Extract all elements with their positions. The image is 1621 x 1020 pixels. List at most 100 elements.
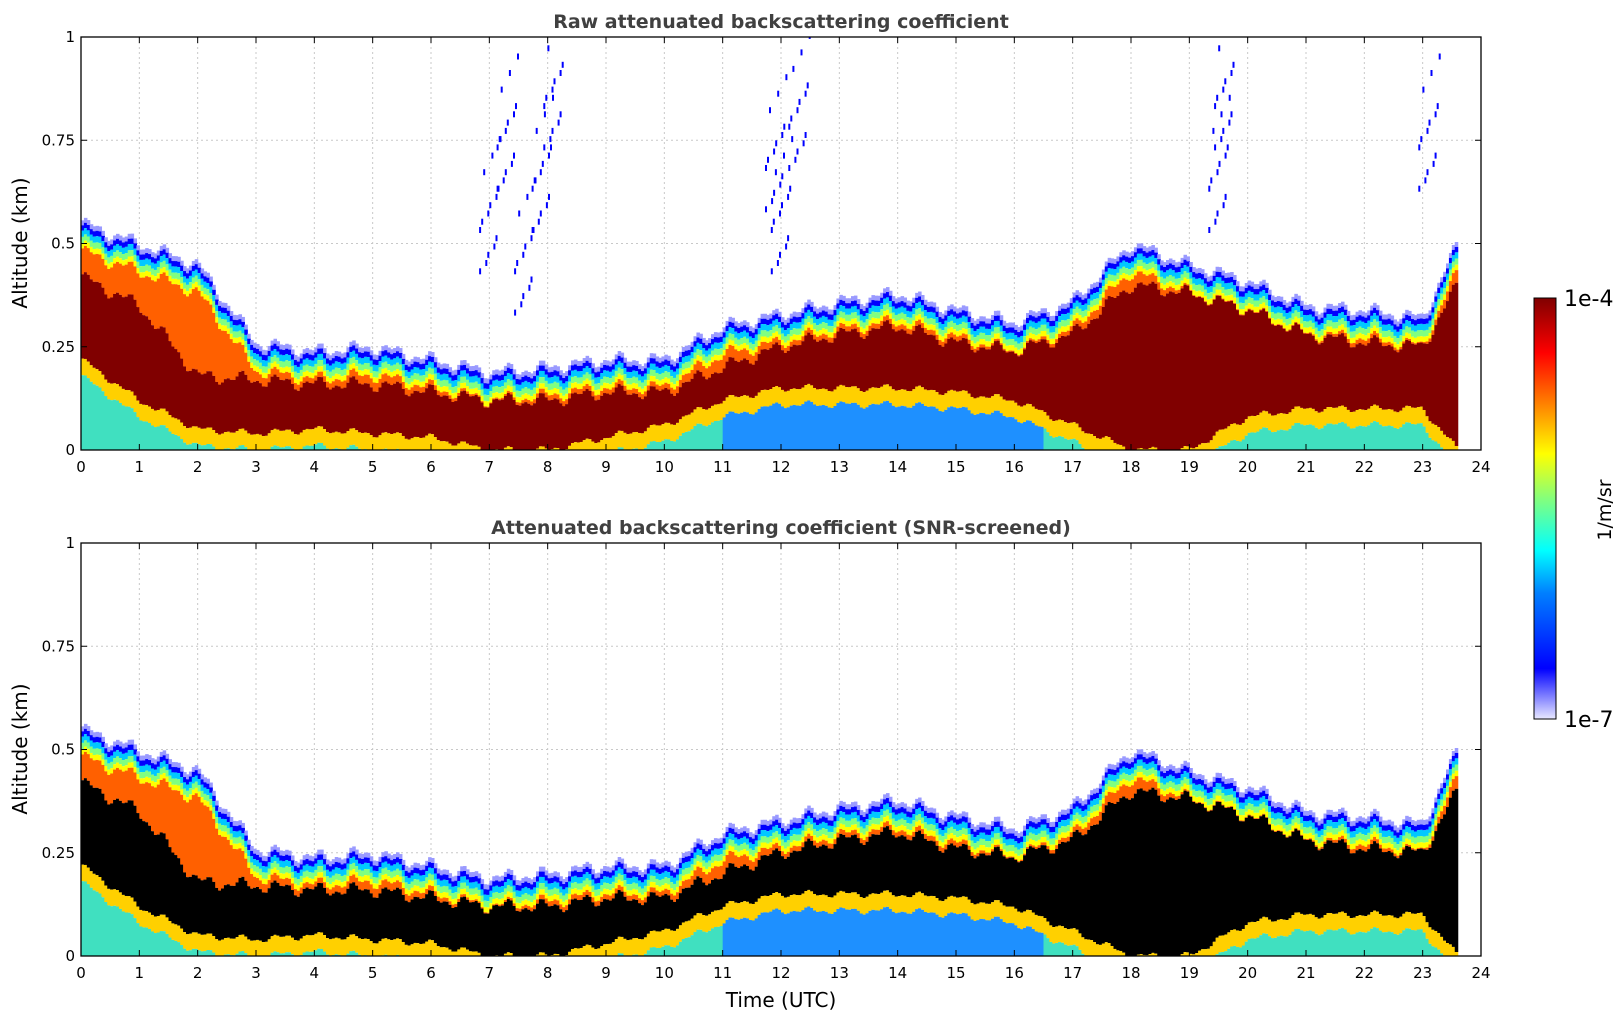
heatmap-cell xyxy=(524,402,528,450)
heatmap-cell xyxy=(264,941,269,956)
heatmap-cell xyxy=(279,885,283,937)
heatmap-cell xyxy=(1034,408,1039,426)
heatmap-cell xyxy=(1151,267,1155,274)
heatmap-cell xyxy=(792,388,797,405)
noise-speckle xyxy=(548,152,550,159)
heatmap-cell xyxy=(436,440,441,450)
heatmap-cell xyxy=(544,397,549,449)
heatmap-cell xyxy=(1408,340,1412,407)
heatmap-cell xyxy=(1037,339,1042,342)
heatmap-cell xyxy=(159,268,164,274)
heatmap-cell xyxy=(1341,301,1345,307)
heatmap-cell xyxy=(1265,299,1269,306)
heatmap-cell xyxy=(883,384,887,402)
heatmap-cell xyxy=(153,269,158,277)
heatmap-cell xyxy=(372,377,377,383)
heatmap-cell xyxy=(853,328,858,387)
heatmap-cell xyxy=(477,397,482,447)
heatmap-cell xyxy=(915,403,919,450)
heatmap-cell xyxy=(964,390,969,408)
heatmap-cell xyxy=(153,281,158,330)
heatmap-cell xyxy=(1273,325,1278,326)
heatmap-cell xyxy=(991,331,995,338)
heatmap-cell xyxy=(687,381,692,415)
heatmap-cell xyxy=(1431,318,1435,325)
heatmap-cell xyxy=(86,361,91,379)
heatmap-cell xyxy=(1329,308,1333,315)
heatmap-cell xyxy=(1221,293,1225,299)
heatmap-cell xyxy=(171,284,175,347)
heatmap-cell xyxy=(1419,336,1424,342)
heatmap-cell xyxy=(673,371,677,378)
heatmap-cell xyxy=(261,436,266,450)
heatmap-cell xyxy=(162,425,167,450)
heatmap-cell xyxy=(991,412,995,450)
heatmap-cell xyxy=(816,405,820,450)
heatmap-cell xyxy=(737,351,741,363)
heatmap-cell xyxy=(1098,305,1103,315)
heatmap-cell xyxy=(1236,310,1240,425)
heatmap-cell xyxy=(194,269,199,276)
heatmap-cell xyxy=(171,852,175,924)
heatmap-cell xyxy=(1428,338,1433,342)
heatmap-cell xyxy=(331,369,336,376)
heatmap-cell xyxy=(944,393,948,410)
heatmap-cell xyxy=(1119,274,1123,281)
heatmap-cell xyxy=(524,393,528,399)
heatmap-cell xyxy=(1320,312,1325,318)
heatmap-cell xyxy=(1061,335,1065,421)
heatmap-cell xyxy=(1241,315,1246,423)
heatmap-cell xyxy=(658,374,663,381)
heatmap-cell xyxy=(116,750,120,757)
x-tick-label: 20 xyxy=(1238,458,1257,476)
heatmap-cell xyxy=(221,325,225,331)
heatmap-cell xyxy=(883,304,887,312)
heatmap-cell xyxy=(1294,406,1298,424)
noise-speckle xyxy=(1210,177,1213,184)
heatmap-cell xyxy=(731,340,735,346)
heatmap-cell xyxy=(541,388,546,394)
heatmap-cell xyxy=(573,387,578,393)
heatmap-cell xyxy=(162,778,167,834)
heatmap-cell xyxy=(1055,342,1059,421)
heatmap-cell xyxy=(845,303,849,309)
heatmap-cell xyxy=(1451,267,1456,274)
heatmap-cell xyxy=(681,351,686,358)
heatmap-cell xyxy=(422,363,426,370)
heatmap-cell xyxy=(331,353,336,359)
heatmap-cell xyxy=(766,406,770,450)
heatmap-cell xyxy=(865,325,870,331)
noise-speckle xyxy=(783,152,785,159)
heatmap-cell xyxy=(270,863,275,870)
heatmap-cell xyxy=(226,884,231,938)
heatmap-cell xyxy=(130,408,135,450)
heatmap-cell xyxy=(1195,296,1199,298)
heatmap-cell xyxy=(600,440,604,450)
noise-speckle xyxy=(789,185,792,192)
heatmap-cell xyxy=(156,255,161,261)
heatmap-cell xyxy=(1186,266,1190,273)
heatmap-cell xyxy=(191,368,196,427)
heatmap-cell xyxy=(229,827,234,834)
heatmap-cell xyxy=(1361,334,1365,340)
heatmap-cell xyxy=(153,769,158,776)
heatmap-cell xyxy=(1119,262,1123,269)
heatmap-cell xyxy=(212,795,216,802)
heatmap-cell xyxy=(1361,409,1365,427)
heatmap-cell xyxy=(646,385,651,391)
heatmap-cell xyxy=(999,343,1004,346)
heatmap-cell xyxy=(209,782,213,788)
heatmap-cell xyxy=(1040,313,1045,319)
heatmap-cell xyxy=(743,320,747,326)
heatmap-cell xyxy=(719,359,724,373)
heatmap-cell xyxy=(1046,432,1050,450)
heatmap-cell xyxy=(696,370,700,408)
heatmap-cell xyxy=(1294,298,1298,305)
heatmap-cell xyxy=(1104,261,1109,267)
heatmap-cell xyxy=(547,395,552,401)
heatmap-cell xyxy=(501,380,505,387)
heatmap-cell xyxy=(1399,329,1403,336)
heatmap-cell xyxy=(1326,308,1330,315)
heatmap-cell xyxy=(433,437,438,450)
heatmap-cell xyxy=(1174,267,1179,273)
